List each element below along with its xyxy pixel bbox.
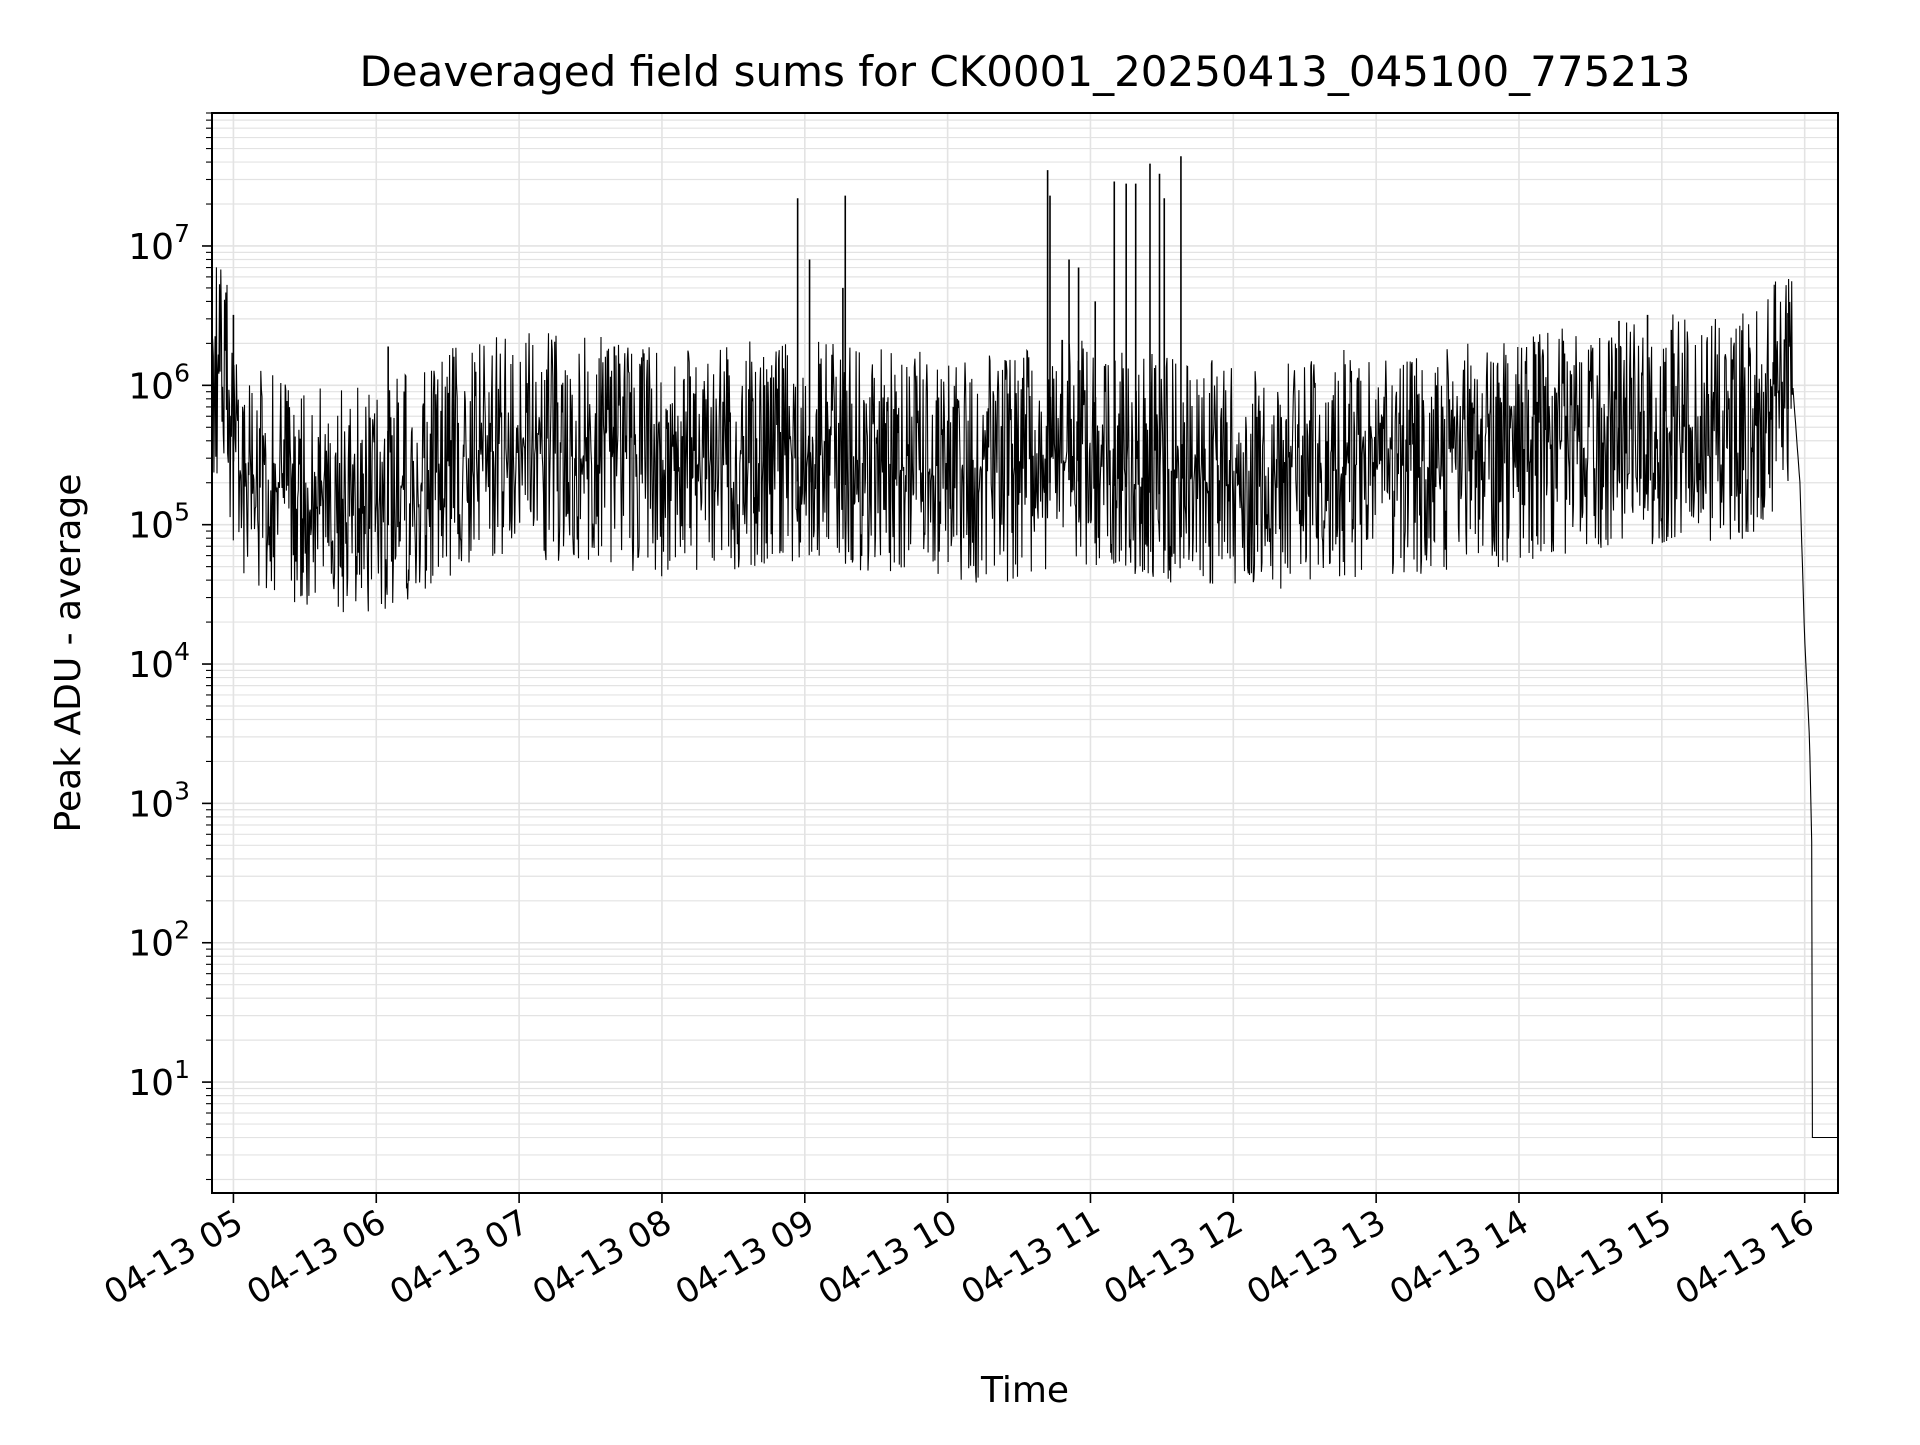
x-tick-label: 04-13 09 bbox=[669, 1202, 821, 1313]
x-tick-label: 04-13 14 bbox=[1383, 1202, 1535, 1313]
y-tick-exponent: 6 bbox=[174, 358, 190, 387]
x-tick-label: 04-13 12 bbox=[1097, 1202, 1249, 1313]
y-tick-exponent: 3 bbox=[174, 776, 190, 805]
y-tick-exponent: 1 bbox=[174, 1055, 190, 1084]
y-tick-mantissa: 10 bbox=[128, 924, 174, 965]
axes-frame bbox=[211, 112, 1839, 1194]
y-tick-label: 105 bbox=[128, 498, 190, 547]
y-tick-mantissa: 10 bbox=[128, 1063, 174, 1104]
series-line bbox=[211, 267, 1838, 1139]
y-tick-mantissa: 10 bbox=[128, 784, 174, 825]
x-tick-label: 04-13 16 bbox=[1669, 1202, 1821, 1313]
y-tick-mantissa: 10 bbox=[128, 645, 174, 686]
chart-title: Deaveraged field sums for CK0001_2025041… bbox=[359, 47, 1690, 96]
y-tick-mantissa: 10 bbox=[128, 366, 174, 407]
y-tick-label: 101 bbox=[128, 1055, 190, 1104]
y-tick-label: 103 bbox=[128, 776, 190, 825]
x-tick-label: 04-13 05 bbox=[98, 1202, 250, 1313]
x-tick-label: 04-13 10 bbox=[812, 1202, 964, 1313]
y-tick-exponent: 4 bbox=[174, 637, 190, 666]
y-tick-mantissa: 10 bbox=[128, 227, 174, 268]
x-tick-label: 04-13 07 bbox=[383, 1202, 535, 1313]
x-tick-label: 04-13 06 bbox=[240, 1202, 392, 1313]
series-layer bbox=[211, 156, 1838, 1139]
y-tick-label: 107 bbox=[128, 219, 190, 268]
y-tick-label: 106 bbox=[128, 358, 190, 407]
y-axis-label: Peak ADU - average bbox=[48, 474, 89, 833]
y-tick-exponent: 2 bbox=[174, 916, 190, 945]
x-axis-label: Time bbox=[980, 1370, 1069, 1411]
x-tick-label: 04-13 08 bbox=[526, 1202, 678, 1313]
x-tick-label: 04-13 13 bbox=[1240, 1202, 1392, 1313]
x-tick-label: 04-13 15 bbox=[1526, 1202, 1678, 1313]
y-tick-label: 104 bbox=[128, 637, 190, 686]
grid bbox=[212, 112, 1838, 1193]
y-tick-exponent: 7 bbox=[174, 219, 190, 248]
x-tick-label: 04-13 11 bbox=[955, 1202, 1107, 1313]
y-tick-label: 102 bbox=[128, 916, 190, 965]
y-tick-exponent: 5 bbox=[174, 498, 190, 527]
y-tick-mantissa: 10 bbox=[128, 506, 174, 547]
